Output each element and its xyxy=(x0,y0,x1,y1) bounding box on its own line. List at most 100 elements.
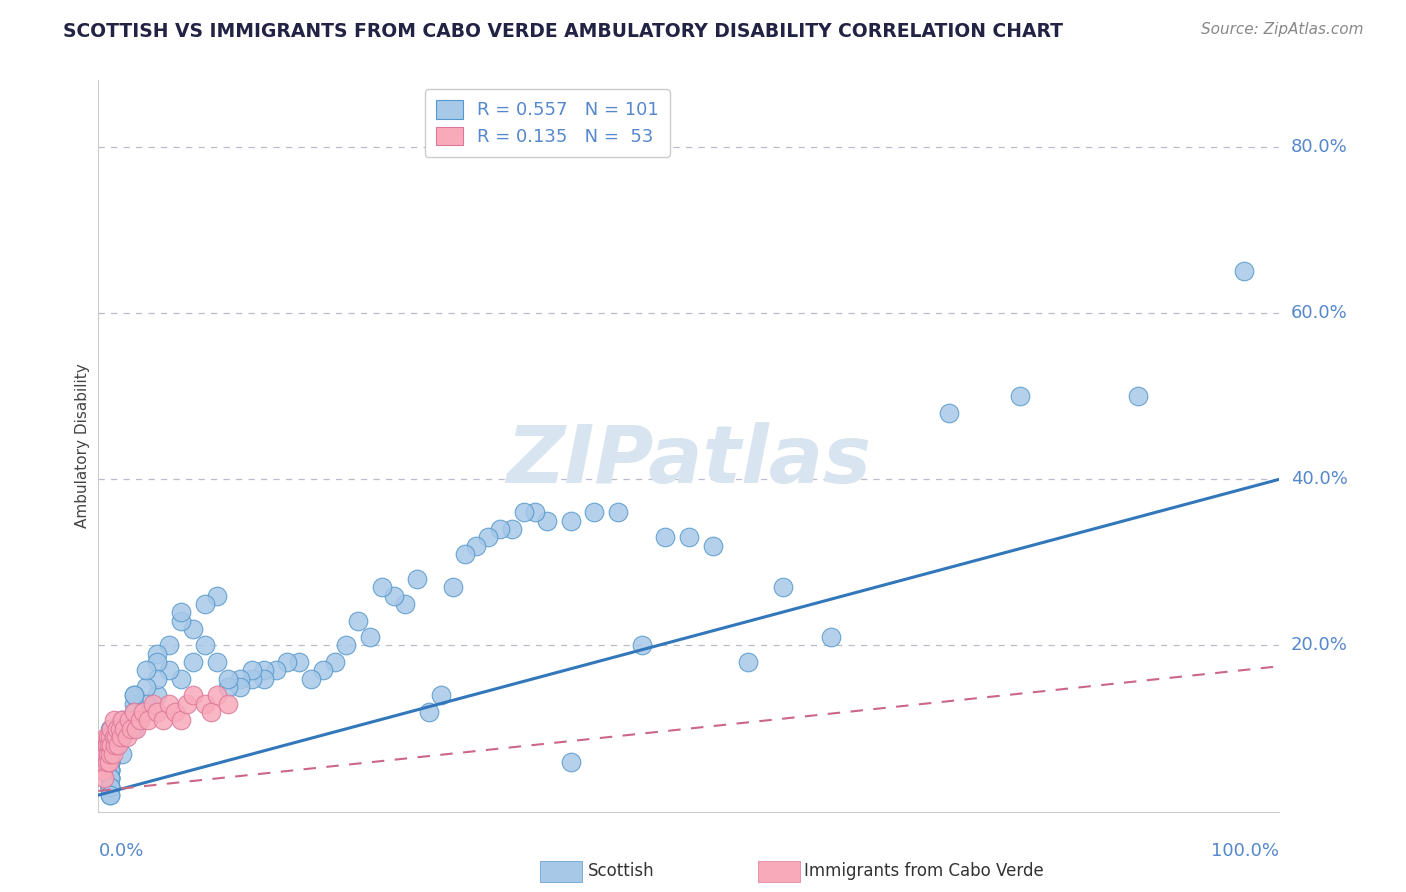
Point xyxy=(170,614,193,628)
Point xyxy=(105,722,128,736)
Point xyxy=(122,689,145,703)
Point xyxy=(128,714,150,728)
Point xyxy=(229,672,252,686)
Point xyxy=(607,506,630,520)
Point xyxy=(98,738,121,752)
Point xyxy=(501,522,523,536)
Point xyxy=(98,755,121,769)
Point xyxy=(111,714,134,728)
Text: 40.0%: 40.0% xyxy=(1291,470,1347,488)
Point xyxy=(98,763,121,777)
Point xyxy=(288,655,311,669)
Point xyxy=(253,664,276,678)
Point xyxy=(200,705,222,719)
Point xyxy=(217,680,239,694)
Point xyxy=(142,697,165,711)
Point xyxy=(98,763,121,777)
Point xyxy=(93,772,115,786)
Point xyxy=(110,730,132,744)
Point xyxy=(335,639,357,653)
Point xyxy=(394,597,416,611)
Point xyxy=(118,714,141,728)
Text: 20.0%: 20.0% xyxy=(1291,637,1347,655)
Point xyxy=(157,697,180,711)
Point xyxy=(90,763,112,777)
Point xyxy=(165,705,187,719)
Point xyxy=(122,697,145,711)
Point xyxy=(98,755,121,769)
Point xyxy=(820,630,842,644)
Point xyxy=(89,755,111,769)
Point xyxy=(98,730,121,744)
Point xyxy=(93,755,115,769)
Point xyxy=(240,672,263,686)
Text: 60.0%: 60.0% xyxy=(1291,304,1347,322)
Point xyxy=(100,738,122,752)
Point xyxy=(205,655,228,669)
Point xyxy=(121,722,143,736)
Point xyxy=(98,747,121,761)
Point xyxy=(524,506,547,520)
Point xyxy=(630,639,652,653)
Point xyxy=(181,622,204,636)
Point xyxy=(115,730,138,744)
Point xyxy=(253,672,276,686)
Text: ZIPatlas: ZIPatlas xyxy=(506,422,872,500)
Point xyxy=(107,738,129,752)
Text: 0.0%: 0.0% xyxy=(98,842,143,860)
Point xyxy=(146,689,169,703)
Point xyxy=(323,655,346,669)
Point xyxy=(146,672,169,686)
Point xyxy=(938,406,960,420)
Point xyxy=(1233,264,1256,278)
Point xyxy=(240,664,263,678)
Point xyxy=(122,705,145,719)
Point xyxy=(98,772,121,786)
Point xyxy=(205,689,228,703)
Point xyxy=(264,664,287,678)
Point xyxy=(100,722,122,736)
Point xyxy=(772,580,794,594)
Point xyxy=(93,738,115,752)
Point xyxy=(98,730,121,744)
Point xyxy=(678,530,700,544)
Y-axis label: Ambulatory Disability: Ambulatory Disability xyxy=(75,364,90,528)
Point xyxy=(111,714,134,728)
Point xyxy=(91,755,114,769)
Point xyxy=(98,763,121,777)
Point xyxy=(194,597,217,611)
Point xyxy=(146,647,169,661)
Point xyxy=(103,714,125,728)
Point xyxy=(98,755,121,769)
Point xyxy=(512,506,534,520)
Point xyxy=(737,655,759,669)
Point xyxy=(181,655,204,669)
Point xyxy=(135,705,157,719)
Point xyxy=(98,738,121,752)
Point xyxy=(299,672,322,686)
Point xyxy=(101,747,124,761)
Point xyxy=(135,680,157,694)
Point xyxy=(122,689,145,703)
Point xyxy=(103,730,125,744)
Point xyxy=(170,605,193,619)
Point xyxy=(276,655,298,669)
Point xyxy=(111,747,134,761)
Point xyxy=(453,547,475,561)
Point xyxy=(98,780,121,794)
Point xyxy=(229,680,252,694)
Point xyxy=(170,714,193,728)
Point xyxy=(382,589,405,603)
Point xyxy=(152,714,174,728)
Point xyxy=(430,689,453,703)
Point xyxy=(654,530,676,544)
Point xyxy=(94,747,117,761)
Point xyxy=(194,697,217,711)
Point xyxy=(112,722,135,736)
Point xyxy=(98,780,121,794)
Point xyxy=(157,664,180,678)
Point xyxy=(97,747,120,761)
Point xyxy=(108,722,131,736)
Text: Source: ZipAtlas.com: Source: ZipAtlas.com xyxy=(1201,22,1364,37)
Point xyxy=(536,514,558,528)
